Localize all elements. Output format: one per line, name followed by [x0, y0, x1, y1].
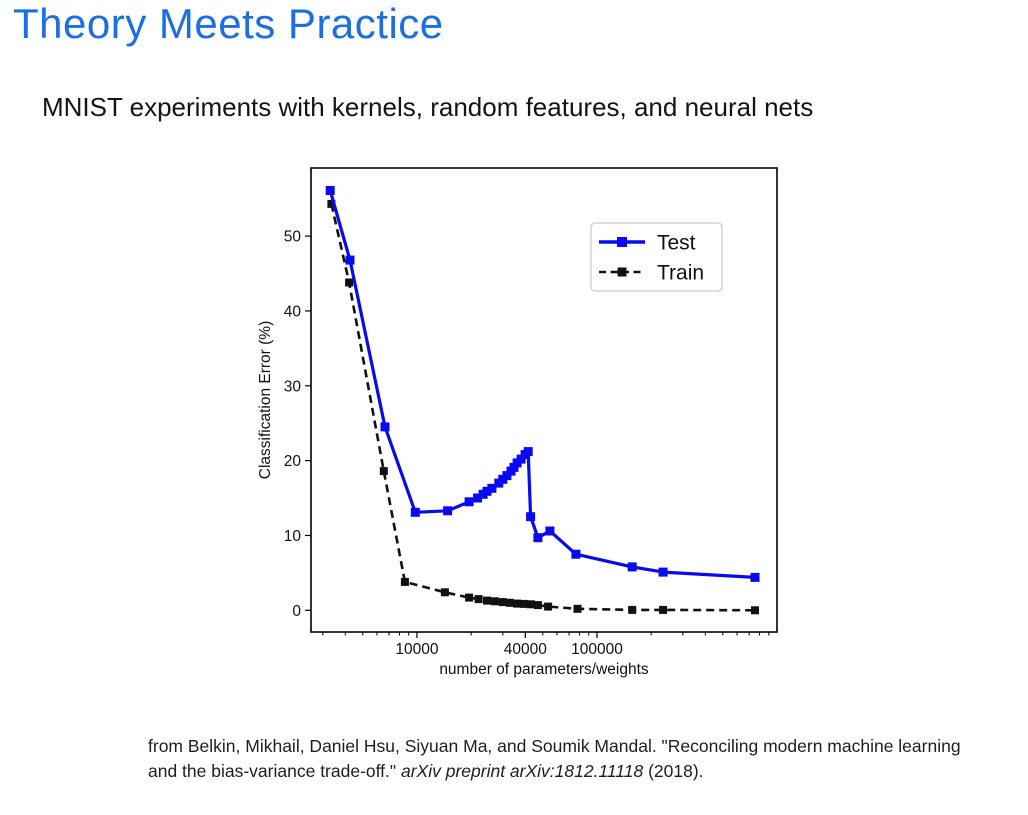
x-tick-label: 10000 — [395, 641, 438, 658]
test-marker — [627, 562, 637, 572]
y-tick-label: 20 — [284, 453, 302, 470]
test-marker — [443, 506, 453, 516]
citation-text: from Belkin, Mikhail, Daniel Hsu, Siyuan… — [148, 736, 961, 781]
train-marker — [513, 599, 522, 608]
test-marker — [410, 507, 420, 517]
legend: Test Train — [590, 222, 723, 292]
train-marker — [751, 606, 759, 615]
train-marker — [327, 199, 336, 208]
train-marker — [345, 278, 354, 287]
train-marker — [506, 598, 514, 607]
train-marker — [527, 600, 535, 609]
train-marker — [379, 467, 388, 476]
y-axis: 0 10 20 30 40 50 Classification Error (%) — [257, 229, 311, 620]
error-vs-parameters-chart: 10000 40000 100000 number of parameters/wei… — [255, 160, 800, 690]
y-tick-label: 10 — [284, 528, 302, 545]
train-marker — [659, 605, 668, 614]
slide-title: Theory Meets Practice — [13, 0, 444, 47]
train-marker — [440, 588, 449, 597]
chart-svg: 10000 40000 100000 number of parameters/wei… — [257, 167, 778, 678]
legend-test-marker — [617, 237, 627, 247]
test-marker — [750, 572, 760, 582]
train-marker — [520, 599, 529, 608]
test-marker — [658, 567, 668, 577]
train-marker — [465, 593, 474, 602]
test-marker — [571, 549, 581, 559]
test-marker — [380, 422, 390, 432]
train-marker — [490, 597, 499, 606]
y-tick-label: 50 — [284, 229, 302, 246]
test-marker — [487, 483, 497, 493]
citation-year: (2018). — [643, 760, 704, 781]
citation-arxiv-ref: arXiv preprint arXiv:1812.11118 — [400, 760, 644, 781]
y-tick-label: 40 — [284, 303, 302, 320]
train-marker — [533, 601, 542, 610]
train-series — [327, 199, 759, 615]
test-marker — [473, 493, 482, 503]
y-tick-label: 30 — [284, 378, 302, 395]
slide-subtitle: MNIST experiments with kernels, random f… — [42, 92, 814, 122]
legend-test-label: Test — [657, 232, 696, 255]
test-marker — [523, 447, 533, 457]
train-marker — [474, 595, 483, 604]
x-axis: 10000 40000 100000 number of parameters/wei… — [395, 632, 649, 678]
x-tick-label: 40000 — [504, 641, 547, 658]
train-marker — [544, 602, 553, 611]
test-marker — [464, 497, 474, 507]
train-marker — [483, 596, 491, 605]
train-marker — [400, 577, 409, 586]
test-marker — [526, 512, 536, 522]
test-marker — [345, 255, 355, 265]
train-marker — [498, 598, 507, 607]
plot-frame — [310, 167, 778, 633]
y-tick-label: 0 — [292, 603, 301, 620]
test-marker — [533, 533, 543, 543]
y-axis-label: Classification Error (%) — [257, 321, 274, 479]
legend-train-marker — [617, 267, 627, 277]
test-series — [325, 186, 760, 582]
citation: from Belkin, Mikhail, Daniel Hsu, Siyuan… — [148, 734, 978, 784]
test-marker — [545, 526, 555, 536]
x-tick-label: 100000 — [571, 641, 623, 658]
legend-train-label: Train — [657, 262, 704, 285]
x-axis-label: number of parameters/weights — [439, 661, 649, 678]
train-marker — [573, 604, 582, 613]
test-marker — [482, 486, 492, 496]
test-marker — [325, 186, 335, 195]
train-marker — [628, 605, 637, 614]
